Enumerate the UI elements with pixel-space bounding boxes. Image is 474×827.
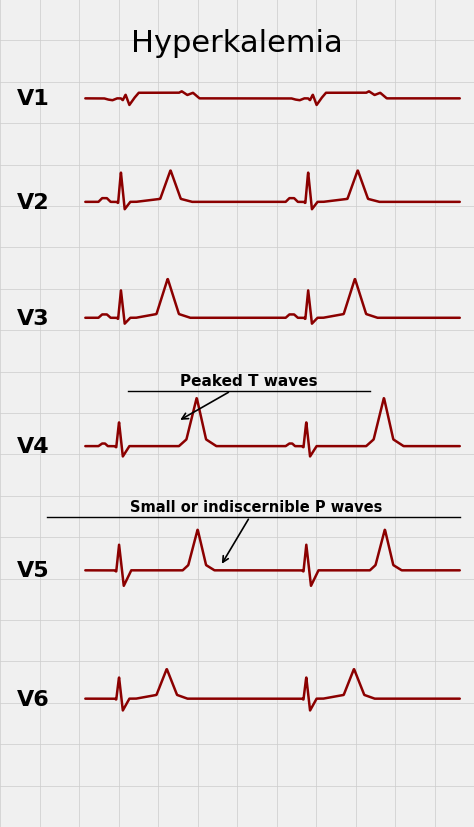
Text: V4: V4 <box>17 437 49 457</box>
Text: Hyperkalemia: Hyperkalemia <box>131 29 343 58</box>
Text: V6: V6 <box>17 689 50 709</box>
Text: V3: V3 <box>17 308 49 328</box>
Text: V1: V1 <box>17 89 50 109</box>
Text: Small or indiscernible P waves: Small or indiscernible P waves <box>130 500 382 562</box>
Text: Peaked T waves: Peaked T waves <box>180 374 318 419</box>
Text: V5: V5 <box>17 561 49 581</box>
Text: V2: V2 <box>17 193 49 213</box>
